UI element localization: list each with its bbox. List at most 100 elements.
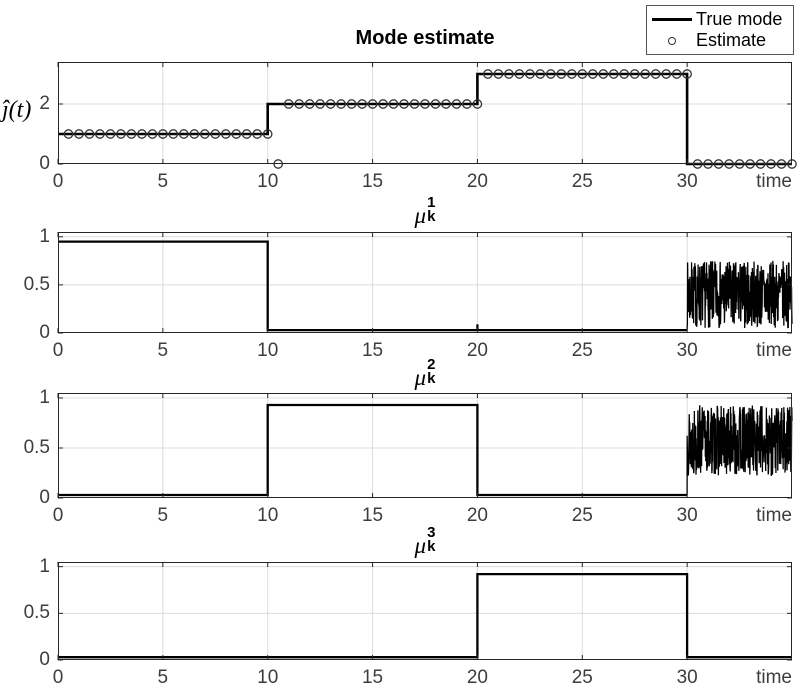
legend: True mode Estimate bbox=[646, 5, 794, 55]
estimate-marker bbox=[241, 129, 252, 139]
mu-superscript: 2 bbox=[427, 356, 436, 373]
y-tick-label: 1 bbox=[39, 387, 50, 408]
estimate-marker bbox=[210, 129, 221, 139]
true-mode-line bbox=[58, 72, 792, 166]
x-tick-label: 5 bbox=[157, 171, 169, 192]
estimate-marker bbox=[441, 99, 451, 109]
subplot-title-mu2: μ 2 k bbox=[58, 356, 792, 394]
estimate-marker bbox=[294, 99, 305, 109]
mu1-plot bbox=[57, 232, 793, 334]
estimate-marker bbox=[346, 99, 357, 109]
estimate-marker bbox=[220, 129, 231, 139]
x-tick-label: 15 bbox=[361, 667, 384, 688]
mu-superscript: 3 bbox=[427, 524, 436, 541]
x-tick-label: 0 bbox=[52, 171, 64, 192]
axes-border bbox=[58, 393, 792, 498]
y-tick-label: 0 bbox=[39, 649, 50, 670]
mu-subscript: k bbox=[427, 208, 436, 225]
legend-label: True mode bbox=[696, 9, 783, 29]
probability-noise bbox=[686, 260, 793, 331]
mu-symbol: μ bbox=[414, 533, 427, 558]
y-tick-label: 2 bbox=[39, 93, 50, 114]
circle-marker-icon bbox=[652, 36, 692, 45]
estimate-marker bbox=[661, 69, 672, 79]
x-tick-label: 10 bbox=[257, 667, 279, 688]
estimate-marker bbox=[493, 69, 504, 79]
estimate-marker bbox=[608, 69, 619, 79]
estimate-marker bbox=[231, 129, 242, 139]
estimate-marker bbox=[84, 129, 95, 139]
estimate-marker bbox=[388, 99, 399, 109]
mu-subscript: k bbox=[427, 370, 436, 387]
mu-symbol: μ bbox=[414, 203, 427, 228]
x-tick-label: 5 bbox=[157, 340, 169, 361]
estimate-marker bbox=[577, 69, 588, 79]
mode-estimate-plot bbox=[57, 62, 797, 169]
y-tick-label: 0.5 bbox=[23, 437, 50, 458]
x-axis-label-time: time bbox=[756, 667, 792, 688]
mu3-plot bbox=[57, 562, 792, 661]
estimate-marker bbox=[283, 99, 294, 109]
estimate-marker bbox=[252, 129, 263, 139]
x-tick-label: 10 bbox=[257, 340, 279, 361]
estimate-marker bbox=[640, 69, 651, 79]
estimate-marker bbox=[430, 99, 441, 109]
estimate-marker bbox=[535, 69, 546, 79]
legend-item-true-mode: True mode bbox=[652, 9, 788, 30]
y-tick-label: 0.5 bbox=[23, 273, 50, 295]
mode-probability-line bbox=[58, 572, 792, 659]
estimate-marker bbox=[420, 99, 430, 109]
y-axis-label-j-hat: ĵ(t) bbox=[2, 97, 32, 123]
x-tick-label: 20 bbox=[466, 340, 488, 361]
estimate-marker bbox=[147, 129, 158, 139]
x-tick-label: 5 bbox=[157, 667, 169, 688]
mu-subscript: k bbox=[427, 538, 436, 555]
legend-item-estimate: Estimate bbox=[652, 30, 788, 51]
estimate-marker bbox=[158, 129, 168, 139]
x-axis-label-time: time bbox=[756, 171, 792, 192]
estimate-marker bbox=[587, 69, 598, 79]
legend-label: Estimate bbox=[696, 30, 767, 50]
axes-border bbox=[58, 62, 792, 164]
estimate-marker bbox=[650, 69, 661, 79]
x-tick-label: 30 bbox=[676, 505, 698, 526]
estimate-marker bbox=[168, 129, 179, 139]
mu-superscript: 1 bbox=[427, 194, 436, 211]
x-tick-label: 20 bbox=[466, 171, 488, 192]
x-tick-label: 15 bbox=[361, 340, 384, 361]
estimate-marker bbox=[598, 69, 609, 79]
estimate-marker bbox=[325, 99, 336, 109]
figure-title: Mode estimate bbox=[355, 27, 495, 49]
estimate-marker bbox=[483, 69, 493, 79]
subplot-title-mu1: μ 1 k bbox=[58, 194, 792, 232]
y-tick-label: 0 bbox=[39, 487, 50, 508]
estimate-marker bbox=[409, 99, 420, 109]
x-tick-label: 0 bbox=[52, 667, 64, 688]
subplot-title-mu3: μ 3 k bbox=[58, 524, 792, 562]
estimate-marker bbox=[137, 129, 147, 139]
x-tick-label: 25 bbox=[571, 667, 593, 688]
estimate-marker bbox=[367, 99, 378, 109]
x-tick-label: 0 bbox=[52, 505, 64, 526]
mode-probability-line bbox=[58, 403, 688, 497]
estimate-marker bbox=[462, 99, 472, 109]
estimate-marker bbox=[378, 99, 388, 109]
x-axis-label-time: time bbox=[756, 340, 792, 361]
estimate-marker bbox=[199, 129, 210, 139]
estimate-marker bbox=[525, 69, 535, 79]
x-tick-label: 30 bbox=[676, 171, 698, 192]
estimate-marker bbox=[682, 69, 692, 79]
estimate-marker bbox=[619, 69, 630, 79]
x-tick-label: 15 bbox=[361, 505, 384, 526]
x-tick-label: 25 bbox=[571, 340, 593, 361]
x-tick-label: 10 bbox=[257, 505, 279, 526]
estimate-marker bbox=[399, 99, 409, 109]
x-tick-label: 15 bbox=[361, 171, 384, 192]
x-axis-label-time: time bbox=[756, 505, 792, 526]
estimate-marker bbox=[629, 69, 640, 79]
estimate-marker bbox=[74, 129, 84, 139]
estimate-marker bbox=[95, 129, 105, 139]
estimate-marker bbox=[336, 99, 346, 109]
estimate-marker bbox=[545, 69, 556, 79]
